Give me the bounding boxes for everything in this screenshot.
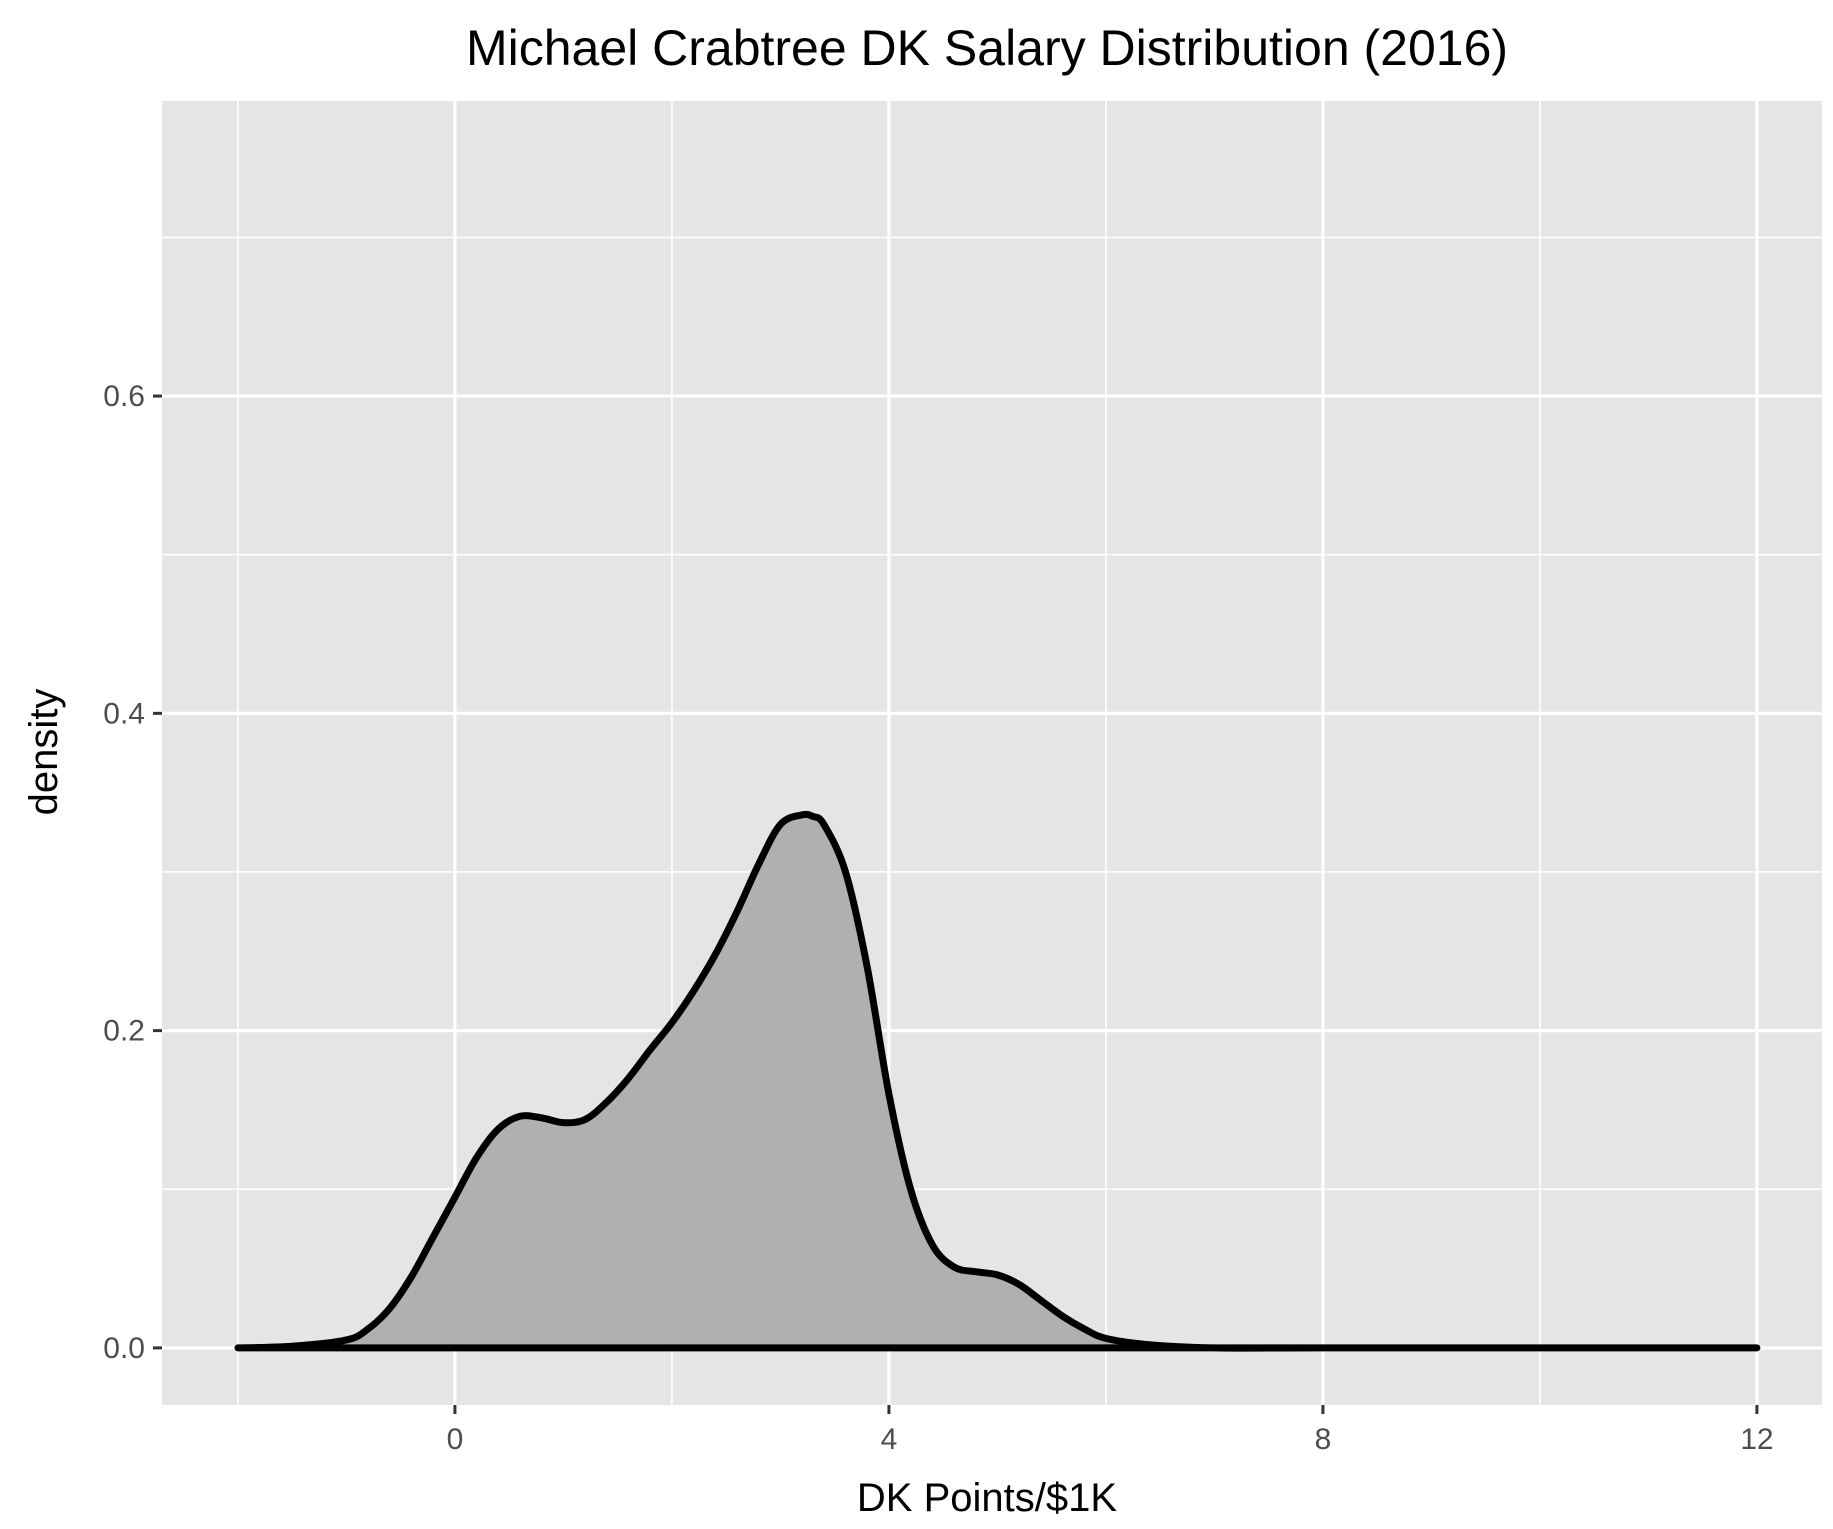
y-tick-label-0: 0.0 [103, 1332, 145, 1365]
y-axis: 0.0 0.2 0.4 0.6 [103, 380, 162, 1365]
density-area-0 [234, 810, 1761, 1352]
y-tick-label-2: 0.4 [103, 697, 145, 730]
y-tick-label-3: 0.6 [103, 380, 145, 413]
minor-gridlines [162, 101, 1822, 1405]
x-axis-title: DK Points/$1K [857, 1476, 1117, 1520]
y-tick-label-1: 0.2 [103, 1015, 145, 1048]
x-tick-label-2: 8 [1315, 1423, 1332, 1456]
plot-panel [162, 101, 1822, 1405]
x-tick-label-0: 0 [447, 1423, 464, 1456]
chart-title: Michael Crabtree DK Salary Distribution … [466, 20, 1508, 76]
x-tick-label-3: 12 [1740, 1423, 1773, 1456]
x-tick-label-1: 4 [881, 1423, 898, 1456]
series-layer [234, 810, 1761, 1352]
x-axis: 0 4 8 12 [447, 1405, 1774, 1456]
y-axis-title: density [22, 689, 66, 816]
